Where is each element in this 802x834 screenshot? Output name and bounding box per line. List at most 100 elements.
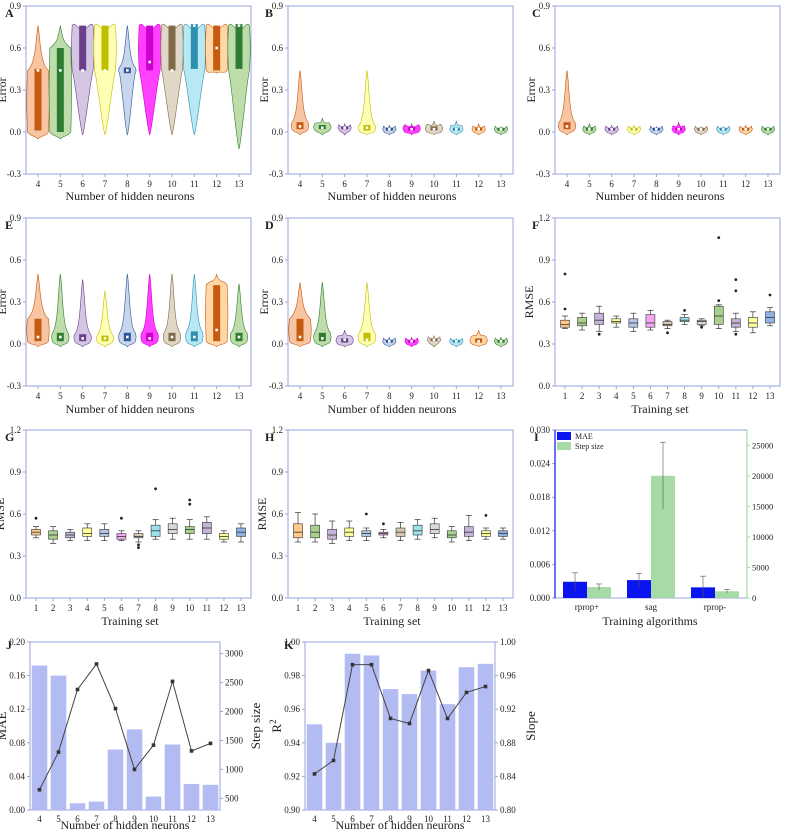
median-marker [699, 127, 703, 131]
plot-frame [554, 217, 781, 387]
x-tick-label: 9 [409, 391, 414, 401]
bar [202, 784, 219, 810]
x-tick-label: 4 [37, 814, 42, 824]
panel-label: J [6, 638, 12, 652]
y-tick-label: 0.9 [539, 1, 551, 11]
violin-box [101, 25, 109, 71]
x-tick-label: 8 [125, 391, 130, 401]
median-marker [59, 335, 62, 339]
bar [401, 694, 418, 810]
y-tick-label: -0.3 [269, 169, 284, 179]
y-tick-label: 0.92 [284, 771, 300, 781]
x-tick-label: 6 [381, 603, 386, 613]
x-tick-label: 8 [113, 814, 118, 824]
x-axis-label: Number of hidden neurons [328, 402, 457, 416]
x-tick-label: 9 [407, 814, 412, 824]
y-tick-label: 0.6 [272, 509, 284, 519]
median-marker [193, 335, 196, 339]
violin-box [363, 332, 371, 342]
violin-box [235, 24, 243, 69]
violin-shape [185, 273, 204, 348]
violin-shape [160, 23, 184, 136]
y-right-tick-label: 500 [225, 793, 239, 803]
box [696, 319, 707, 325]
x-tick-label: 7 [94, 814, 99, 824]
x-tick-label: 13 [497, 391, 507, 401]
x-tick-label: 4 [614, 391, 619, 401]
x-axis-label: Training algorithms [602, 614, 698, 628]
x-tick-label: 13 [235, 391, 245, 401]
bar [306, 724, 323, 810]
x-tick-label: 8 [415, 603, 420, 613]
y-tick-label: 0.0 [272, 339, 284, 349]
x-tick-label: 7 [136, 603, 141, 613]
x-tick-label: 9 [676, 179, 681, 189]
outlier-point [484, 514, 488, 517]
median-marker [36, 69, 40, 72]
line-point [407, 721, 412, 726]
y-tick-label: 0.6 [10, 509, 22, 519]
median-marker [388, 339, 391, 343]
bar-mae [627, 580, 651, 598]
y-axis-label: MAE [0, 711, 9, 740]
median-marker [170, 69, 174, 72]
box [133, 533, 144, 539]
x-tick-label: 9 [132, 814, 137, 824]
violin-box [190, 24, 198, 69]
y-right-tick-label: 20000 [752, 471, 773, 481]
median-marker [410, 339, 413, 343]
violin-box [296, 318, 304, 342]
violin-shape [313, 282, 332, 348]
box [167, 523, 178, 534]
x-axis-label: Number of hidden neurons [596, 189, 725, 203]
x-tick-label: 5 [56, 814, 61, 824]
outlier-point [734, 278, 738, 281]
line-point [75, 687, 80, 692]
x-tick-label: 13 [497, 179, 507, 189]
x-tick-label: 10 [430, 391, 440, 401]
violin-shape [95, 290, 115, 348]
bar [439, 704, 456, 810]
x-tick-label: 5 [320, 179, 325, 189]
x-tick-label: 10 [714, 391, 724, 401]
median-marker [432, 338, 436, 342]
y-right-axis-label: Step size [248, 702, 263, 749]
panel-j: J 0.00 0.04 0.08 0.12 0.16 0.20 Number of hidde… [0, 637, 263, 832]
x-tick-label: 11 [464, 603, 473, 613]
y-axis-label: Error [0, 77, 9, 102]
x-axis-label: Training set [363, 614, 421, 628]
line-point [56, 750, 61, 754]
median-marker [432, 127, 436, 131]
violin-box [318, 332, 326, 342]
y-tick-label: -0.3 [269, 381, 284, 391]
y-tick-label: 0.3 [10, 85, 22, 95]
y-tick-label: 0.6 [539, 297, 551, 307]
y-tick-label: 0.98 [284, 671, 300, 681]
bar [145, 796, 162, 810]
x-tick-label: 4 [85, 603, 90, 613]
median-marker [677, 127, 680, 131]
median-marker [343, 126, 346, 130]
x-axis-label: Training set [631, 402, 689, 416]
y-tick-label: 0.9 [539, 255, 551, 265]
outlier-point [188, 502, 192, 506]
y-right-tick-label: 0.88 [500, 738, 516, 748]
y-tick-label: 0.3 [10, 551, 22, 561]
y-tick-label: 0.012 [530, 526, 550, 536]
median-marker [766, 127, 770, 131]
x-tick-label: 6 [350, 814, 355, 824]
y-tick-label: 0.12 [9, 704, 25, 714]
bar-step-size [715, 591, 739, 598]
x-tick-label: 10 [168, 179, 178, 189]
y-right-tick-label: 0.80 [500, 805, 516, 815]
y-right-tick-label: 1000 [225, 764, 244, 774]
median-marker [565, 125, 569, 128]
outlier-point [120, 516, 123, 520]
x-tick-label: 7 [103, 391, 108, 401]
box [446, 530, 457, 539]
x-tick-label: 6 [342, 179, 347, 189]
median-marker [365, 338, 369, 342]
outlier-point [717, 236, 721, 240]
x-tick-label: 10 [447, 603, 457, 613]
x-axis-label: Number of hidden neurons [66, 189, 195, 203]
